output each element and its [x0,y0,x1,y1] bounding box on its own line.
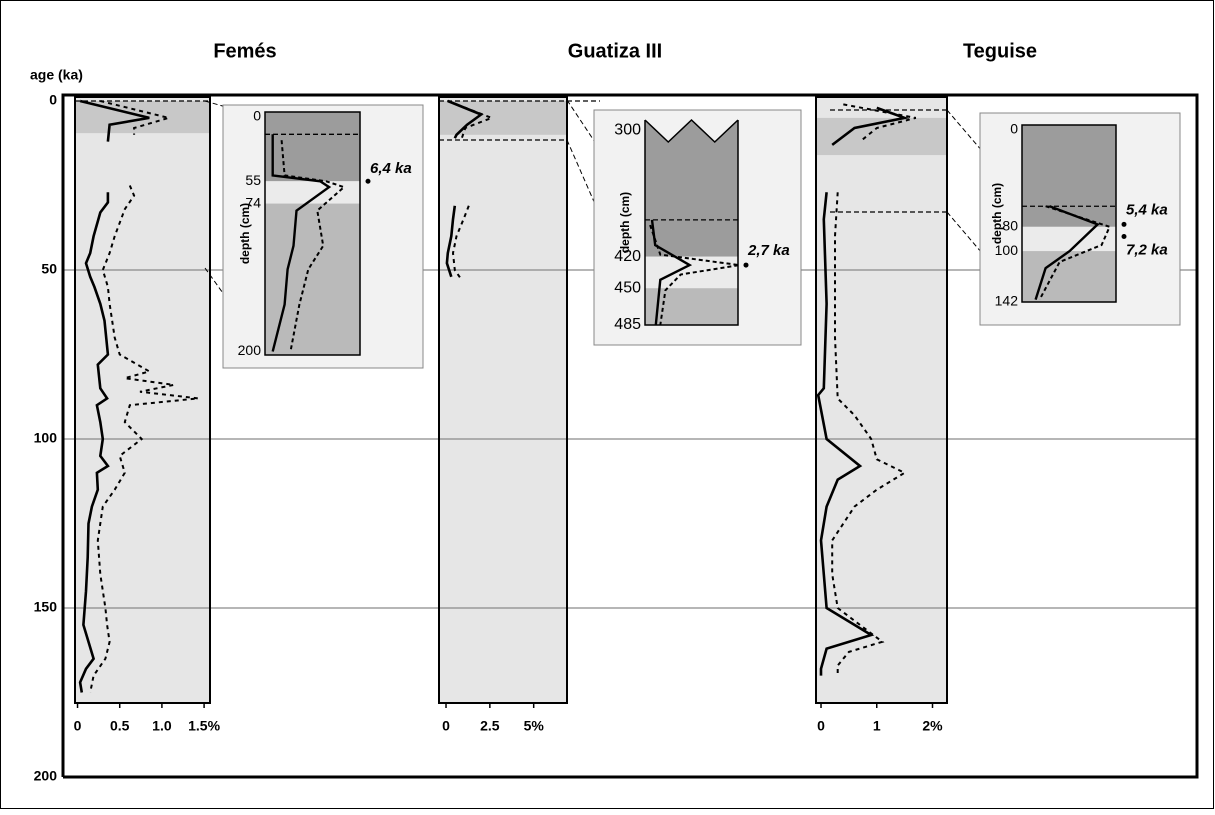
x-tick-label: 1.5% [188,718,220,734]
highlight-band [816,117,947,156]
date-point [365,178,371,184]
panel-background [816,97,947,703]
x-tick-label: 5% [524,718,545,734]
date-point [1121,234,1127,240]
inset-line [271,134,332,352]
inset-tick-label: 142 [995,293,1019,309]
x-tick-label: 0 [817,718,825,734]
y-tick-label: 0 [49,92,57,108]
panel-frame [438,96,568,704]
x-tick-label: 2% [922,718,943,734]
date-label: 7,2 ka [1126,242,1168,259]
inset-line [650,219,693,326]
panel-background [75,97,210,703]
inset-layer [1022,226,1116,252]
y-tick-label: 100 [34,430,58,446]
data-line [89,100,199,693]
panel-title: Femés [213,40,276,62]
inset-column-frame [1021,124,1117,303]
date-point [743,262,749,268]
inset-tick-label: 80 [1002,218,1018,234]
date-point [1121,221,1127,227]
x-tick-label: 1.0 [152,718,172,734]
inset-tick-label: 485 [614,316,641,333]
date-label: 2,7 ka [747,242,790,259]
core-break-edge [644,118,739,144]
panel-frame [815,96,948,704]
plot-frame [61,93,1199,779]
inset-column-frame [644,120,739,326]
x-tick-label: 0 [74,718,82,734]
inset-layer [265,181,360,204]
inset-tick-label: 100 [995,242,1019,258]
inset-layer [265,112,360,182]
date-label: 6,4 ka [370,160,412,177]
data-line [451,103,495,281]
inset-tick-label: 450 [614,279,641,296]
x-tick-label: 2.5 [480,718,500,734]
y-tick-label: 50 [41,261,57,277]
data-line [445,99,484,278]
inset-column-frame [264,111,361,356]
panel-background [439,97,567,703]
inset-y-label: depth (cm) [618,192,632,253]
x-tick-label: 0.5 [110,718,130,734]
inset-tick-label: 55 [245,172,261,188]
inset-tick-label: 0 [253,107,261,123]
inset-tick-label: 300 [614,122,641,139]
panel-title: Guatiza III [568,40,662,62]
y-tick-label: 200 [34,768,58,784]
x-tick-label: 0 [442,718,450,734]
inset-layer [1022,125,1116,227]
inset-y-label: depth (cm) [238,203,252,264]
date-label: 5,4 ka [1126,201,1168,218]
inset-layer [265,203,360,355]
inset-tick-label: 420 [614,248,641,265]
data-line [78,99,150,693]
inset-line [1038,205,1111,301]
panel-frame [74,96,211,704]
inset-tick-label: 200 [238,342,262,358]
y-tick-label: 150 [34,599,58,615]
core-break [644,118,739,142]
inset-y-label: depth (cm) [990,183,1004,244]
panel-title: Teguise [963,40,1037,62]
inset-tick-label: 74 [245,194,261,210]
y-axis-label: age (ka) [30,67,83,83]
inset-layer [645,288,738,325]
inset-line [649,224,740,326]
x-tick-label: 1 [873,718,881,734]
inset-layer [645,120,738,257]
inset-tick-label: 0 [1010,121,1018,137]
inset-line [280,140,346,352]
